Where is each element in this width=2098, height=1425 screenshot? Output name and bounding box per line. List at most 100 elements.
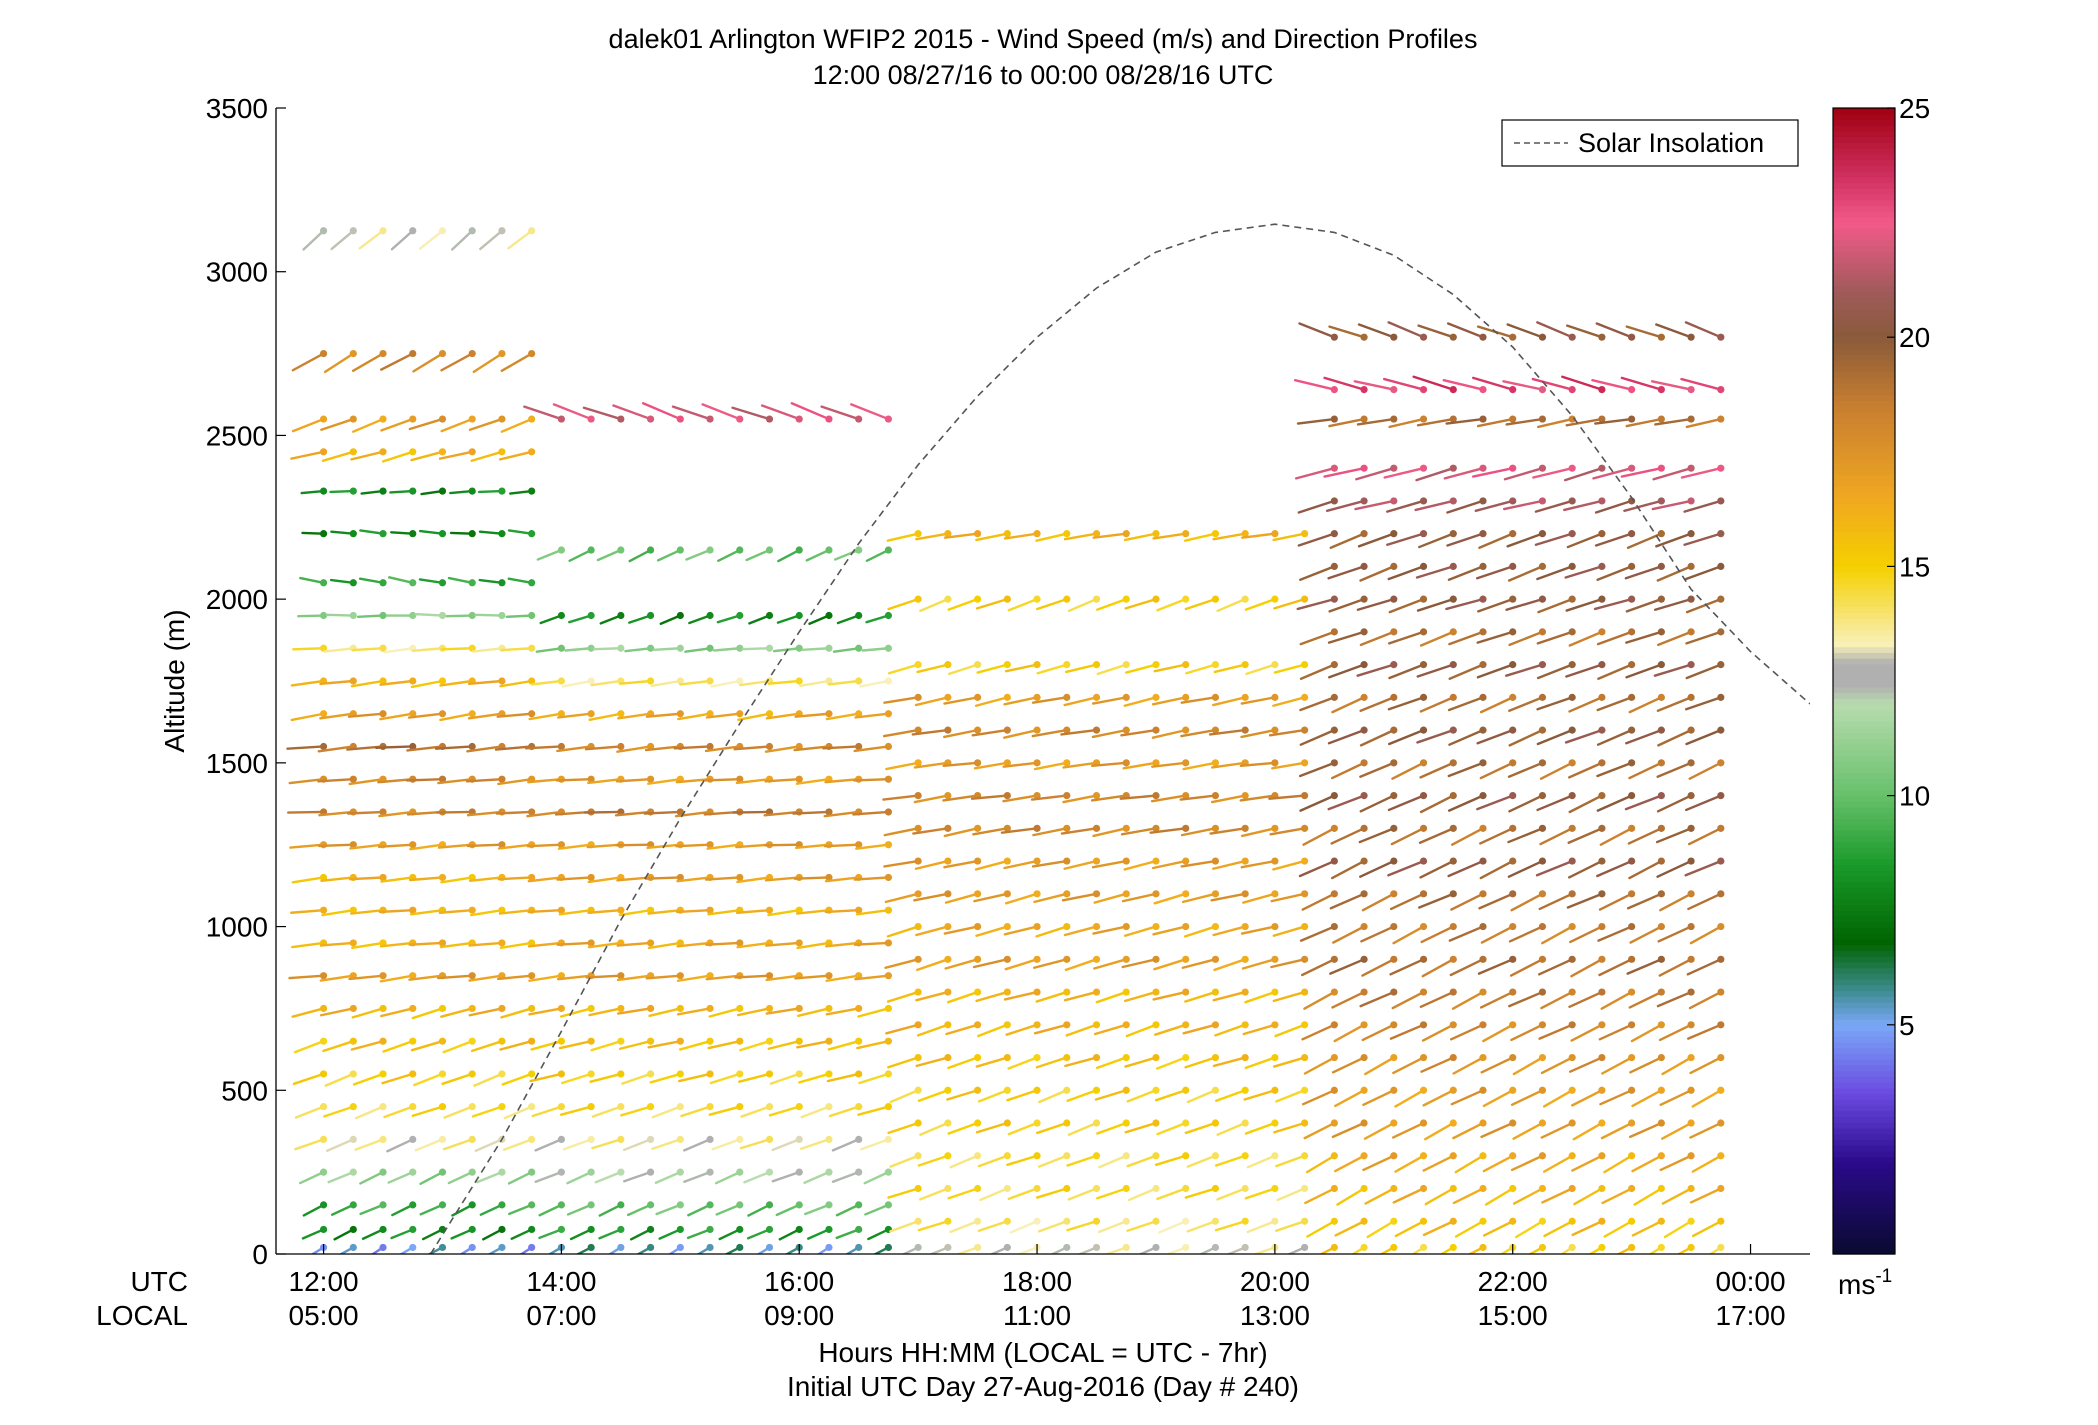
colorbar-cell (1833, 612, 1895, 619)
wind-barb-stem (1652, 466, 1693, 481)
wind-barb-point (1271, 988, 1279, 996)
wind-barb-point (1241, 1152, 1249, 1160)
wind-barb-stem (1628, 990, 1663, 1009)
wind-barb-stem (1240, 728, 1277, 739)
wind-barb-point (1449, 759, 1457, 767)
wind-barb-point (884, 677, 893, 685)
wind-barb-point (617, 1201, 625, 1209)
wind-barb-point (319, 1168, 328, 1176)
wind-barb-point (1152, 824, 1160, 832)
wind-barb-point (1717, 890, 1725, 898)
colorbar-cell (1833, 766, 1895, 774)
wind-barb-stem (1388, 417, 1425, 429)
wind-barb-stem (1599, 827, 1633, 846)
wind-barb-stem (1415, 565, 1455, 579)
wind-barb-point (973, 661, 982, 669)
wind-barb-stem (1006, 1154, 1039, 1167)
wind-barb-stem (1186, 1089, 1217, 1104)
wind-barb-point (1628, 792, 1636, 800)
wind-barb-stem (1687, 1023, 1723, 1040)
wind-barb-point (379, 710, 387, 718)
wind-barb-stem (569, 1228, 593, 1241)
wind-barb-stem (390, 1228, 414, 1240)
wind-barb-stem (528, 974, 563, 982)
wind-barb-stem (410, 1039, 444, 1052)
wind-barb-stem (1450, 892, 1485, 911)
wind-barb-point (468, 644, 476, 652)
colorbar-unit-label: ms-1 (1838, 1266, 1892, 1300)
wind-barb-point (1003, 726, 1011, 734)
wind-barb-point (973, 1086, 982, 1094)
wind-barb-point (1360, 530, 1368, 538)
wind-barb-point (349, 1070, 357, 1078)
wind-barb-stem (1305, 1154, 1336, 1174)
wind-barb-point (1241, 530, 1249, 538)
wind-barb-point (1687, 628, 1695, 636)
wind-barb-stem (1091, 761, 1128, 768)
wind-barb-point (1092, 1184, 1101, 1193)
wind-barb-point (706, 611, 714, 620)
wind-barb-stem (1476, 417, 1514, 428)
legend-label: Solar Insolation (1578, 128, 1764, 158)
wind-barb-point (1271, 857, 1279, 865)
colorbar-cell (1833, 841, 1895, 848)
wind-barb-point (1152, 792, 1160, 800)
wind-barb-point (765, 1135, 774, 1143)
wind-barb-point (1152, 661, 1160, 669)
wind-barb-point (1598, 464, 1606, 472)
wind-barb-point (1182, 857, 1190, 865)
wind-barb-stem (349, 843, 385, 850)
wind-barb-stem (1689, 1056, 1723, 1075)
y-tick-label: 2000 (206, 584, 268, 615)
wind-barb-stem (500, 417, 533, 433)
wind-barb-stem (348, 876, 385, 881)
wind-barb-point (1717, 415, 1725, 423)
wind-barb-point (1717, 1053, 1725, 1062)
wind-barb-stem (1680, 377, 1723, 391)
wind-barb-stem (855, 909, 890, 916)
colorbar-cell (1833, 549, 1895, 556)
wind-barb-point (617, 1135, 625, 1143)
colorbar-cell (1833, 314, 1895, 321)
wind-barb-stem (1215, 1089, 1247, 1103)
wind-barb-point (1449, 792, 1457, 800)
wind-barb-point (795, 677, 803, 685)
colorbar-cell (1833, 623, 1895, 631)
wind-barb-stem (1327, 565, 1366, 580)
wind-barb-stem (1656, 859, 1693, 878)
wind-barb-point (944, 1053, 952, 1062)
wind-barb-point (1122, 693, 1130, 701)
wind-barb-stem (1656, 990, 1693, 1008)
wind-barb-point (498, 448, 506, 456)
wind-barb-point (1538, 1217, 1547, 1225)
wind-barb-stem (822, 745, 860, 750)
wind-barb-point (765, 1225, 774, 1234)
wind-barb-stem (1359, 761, 1395, 778)
wind-barb-point (1092, 1243, 1101, 1252)
wind-barb-stem (1536, 696, 1574, 711)
wind-barb-stem (913, 892, 950, 902)
wind-barb-stem (1272, 990, 1306, 1003)
wind-barb-stem (1003, 696, 1039, 706)
wind-barb-point (1271, 890, 1279, 898)
wind-barb-point (1063, 890, 1071, 898)
colorbar-cell (1833, 686, 1895, 694)
wind-barb-point (409, 1070, 417, 1078)
wind-barb-point (1449, 1243, 1457, 1252)
wind-barb-point (1271, 595, 1279, 603)
wind-barb-stem (1184, 1121, 1217, 1135)
wind-barb-point (1330, 693, 1338, 701)
wind-barb-stem (764, 778, 801, 783)
wind-barb-stem (1186, 1220, 1217, 1233)
wind-barb-stem (566, 1170, 593, 1185)
wind-barb-point (1271, 1086, 1279, 1094)
wind-barb-point (1301, 955, 1309, 963)
wind-barb-point (379, 1168, 387, 1176)
wind-barb-stem (647, 909, 682, 915)
wind-barb-stem (853, 745, 890, 753)
wind-barb-point (1628, 464, 1636, 472)
colorbar-cell (1833, 921, 1895, 928)
wind-barb-stem (803, 1170, 831, 1184)
wind-barb-stem (1358, 827, 1395, 844)
wind-barb-point (736, 1243, 744, 1252)
